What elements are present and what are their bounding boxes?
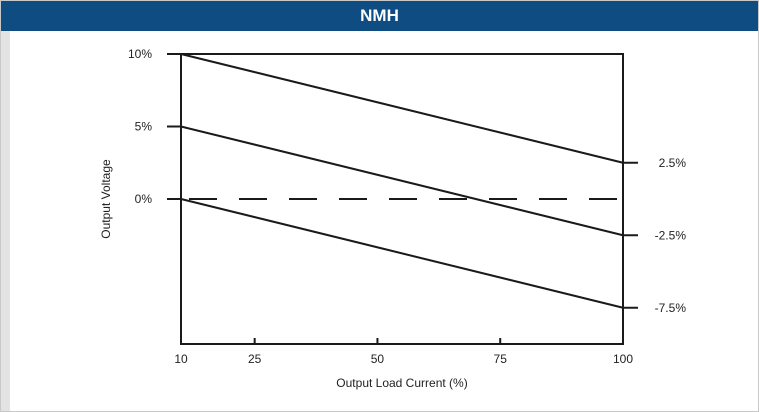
x-tick-label: 25 xyxy=(248,352,262,366)
end-label-1: 2.5% xyxy=(659,156,687,170)
y-tick-label: 10% xyxy=(128,47,152,61)
series-layer: 2.5% -2.5% -7.5% xyxy=(180,53,687,315)
x-tick-label: 75 xyxy=(494,352,508,366)
y-tick-label: 5% xyxy=(135,120,153,134)
x-tick-label: 50 xyxy=(371,352,385,366)
x-tick-label: 10 xyxy=(174,352,188,366)
end-label-2: -2.5% xyxy=(655,228,687,242)
series-line-2 xyxy=(180,125,624,237)
chart-title: NMH xyxy=(1,1,758,31)
end-label-3: -7.5% xyxy=(655,301,687,315)
y-tick-label: 0% xyxy=(135,192,153,206)
y-axis-label: Output Voltage xyxy=(99,159,113,239)
x-axis-label: Output Load Current (%) xyxy=(336,376,467,390)
series-line-3 xyxy=(180,198,624,309)
left-border-strip xyxy=(1,31,10,411)
x-tick-label: 100 xyxy=(613,352,633,366)
series-line-1 xyxy=(180,53,624,164)
tick-layer: 10% 5% 0% 10 25 50 75 100 xyxy=(128,47,633,366)
